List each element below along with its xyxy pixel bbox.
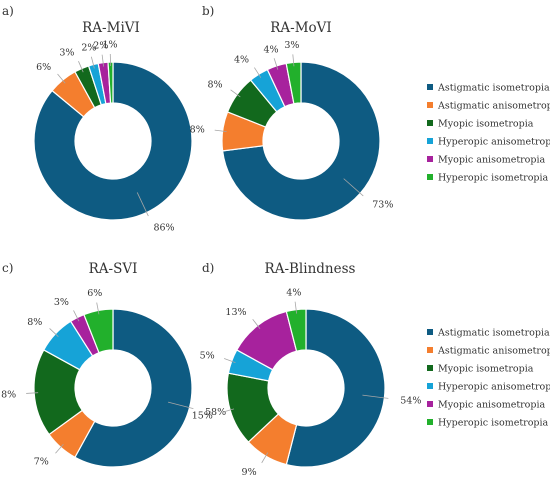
leader-line xyxy=(292,54,295,67)
legend-swatch-hyperopic-anisometropia xyxy=(427,138,433,144)
data-label-myopic-anisometropia: 2% xyxy=(93,40,108,51)
data-label-hyperopic-anisometropia: 5% xyxy=(200,351,215,362)
leader-line xyxy=(167,401,194,410)
legend-bottom: Astigmatic isometropia Astigmatic anisome… xyxy=(427,328,550,429)
panel-letter-c: c) xyxy=(2,261,13,275)
legend-swatch-myopic-isometropia xyxy=(427,120,433,126)
panel-letter-a: a) xyxy=(2,4,14,18)
leader-line xyxy=(224,358,236,363)
donut-segment-hyperopic-isometropia xyxy=(285,308,307,352)
data-label-myopic-isometropia: 15% xyxy=(192,411,213,422)
data-label-hyperopic-isometropia: 1% xyxy=(102,40,117,51)
legend-swatch-astigmatic-isometropia xyxy=(427,329,433,335)
legend-label-myopic-isometropia: Myopic isometropia xyxy=(438,119,534,130)
leader-line xyxy=(343,178,364,197)
leader-line xyxy=(261,452,269,464)
leader-line xyxy=(26,392,39,394)
panel-title-d: RA-Blindness xyxy=(265,261,356,277)
legend-label-astigmatic-isometropia: Astigmatic isometropia xyxy=(437,328,550,339)
legend-label-myopic-anisometropia: Myopic anisometropia xyxy=(438,155,546,166)
data-label-astigmatic-anisometropia: 6% xyxy=(36,62,51,73)
panel-b: b) RA-MoVI 73% 8% 8% 4% 4% 3% xyxy=(190,4,393,221)
panel-letter-b: b) xyxy=(202,4,214,18)
panel-title-c: RA-SVI xyxy=(89,261,138,277)
panel-letter-d: d) xyxy=(202,261,214,275)
donut-segment-astigmatic-isometropia xyxy=(285,308,386,468)
data-label-myopic-anisometropia: 3% xyxy=(54,297,69,308)
legend-label-myopic-anisometropia: Myopic anisometropia xyxy=(438,400,546,411)
data-label-hyperopic-anisometropia: 4% xyxy=(234,55,249,66)
data-label-astigmatic-anisometropia: 8% xyxy=(190,124,205,135)
legend-swatch-hyperopic-isometropia xyxy=(427,174,433,180)
leader-line xyxy=(57,73,66,84)
panel-a: a) RA-MiVI 86%6%3% 2%2%1% xyxy=(2,4,193,233)
donut-d: 54% 9% 15% 5% 13% 4% xyxy=(192,287,422,478)
data-label-astigmatic-isometropia: 58% xyxy=(205,407,226,418)
donut-c: 58% 7% 18% 8% 3% 6% xyxy=(0,288,226,468)
data-label-astigmatic-anisometropia: 9% xyxy=(242,467,257,478)
data-label-hyperopic-isometropia: 4% xyxy=(286,287,301,298)
legend-label-hyperopic-anisometropia: Hyperopic anisometropia xyxy=(438,137,550,148)
donut-segment-astigmatic-isometropia xyxy=(221,61,381,221)
leader-line xyxy=(90,56,95,69)
legend-swatch-astigmatic-anisometropia xyxy=(427,102,433,108)
leader-line xyxy=(252,319,261,329)
leader-line xyxy=(96,302,100,315)
panel-title-b: RA-MoVI xyxy=(270,20,332,36)
donut-segment-hyperopic-isometropia xyxy=(285,61,302,105)
legend-swatch-myopic-anisometropia xyxy=(427,401,433,407)
leader-line xyxy=(101,54,104,67)
donut-segment-astigmatic-isometropia xyxy=(33,61,193,221)
donut-b: 73% 8% 8% 4% 4% 3% xyxy=(190,40,393,221)
legend-swatch-myopic-isometropia xyxy=(427,365,433,371)
data-label-astigmatic-isometropia: 86% xyxy=(153,222,174,233)
leader-line xyxy=(222,408,235,413)
legend-swatch-astigmatic-anisometropia xyxy=(427,347,433,353)
legend-swatch-hyperopic-isometropia xyxy=(427,419,433,425)
leader-line xyxy=(273,58,279,70)
legend-label-myopic-isometropia: Myopic isometropia xyxy=(438,364,534,375)
leader-line xyxy=(294,301,297,314)
legend-label-hyperopic-isometropia: Hyperopic isometropia xyxy=(438,418,549,429)
panel-c: c) RA-SVI 58% 7% 18% 8% 3% 6% xyxy=(0,261,226,468)
leader-line xyxy=(78,61,84,73)
panel-title-a: RA-MiVI xyxy=(82,20,140,36)
legend-label-astigmatic-isometropia: Astigmatic isometropia xyxy=(437,83,550,94)
legend-label-hyperopic-anisometropia: Hyperopic anisometropia xyxy=(438,382,550,393)
donut-segment-hyperopic-isometropia xyxy=(83,308,114,354)
data-label-astigmatic-anisometropia: 7% xyxy=(34,456,49,467)
data-label-astigmatic-isometropia: 54% xyxy=(400,395,421,406)
leader-line xyxy=(73,310,80,322)
legend-label-astigmatic-anisometropia: Astigmatic anisometropia xyxy=(437,101,550,112)
leader-line xyxy=(49,328,59,337)
data-label-hyperopic-anisometropia: 2% xyxy=(81,43,96,54)
data-label-myopic-isometropia: 18% xyxy=(0,390,16,401)
data-label-hyperopic-anisometropia: 8% xyxy=(27,317,42,328)
panel-d: d) RA-Blindness 54% 9% 15% 5% 13% 4% xyxy=(192,261,422,478)
legend-swatch-astigmatic-isometropia xyxy=(427,84,433,90)
leader-line xyxy=(230,89,241,98)
data-label-hyperopic-isometropia: 6% xyxy=(87,288,102,299)
leader-line xyxy=(55,443,64,454)
legend-label-hyperopic-isometropia: Hyperopic isometropia xyxy=(438,173,549,184)
legend-label-astigmatic-anisometropia: Astigmatic anisometropia xyxy=(437,346,550,357)
legend-top: Astigmatic isometropia Astigmatic anisome… xyxy=(427,83,550,184)
leader-line xyxy=(136,192,149,217)
donut-a: 86%6%3% 2%2%1% xyxy=(33,40,193,233)
leader-line xyxy=(362,394,389,399)
donut-segment-astigmatic-isometropia xyxy=(74,308,193,468)
legend-swatch-myopic-anisometropia xyxy=(427,156,433,162)
leader-line xyxy=(254,67,262,78)
donut-segment-hyperopic-isometropia xyxy=(107,61,114,104)
data-label-myopic-isometropia: 3% xyxy=(59,47,74,58)
leader-line xyxy=(214,129,227,132)
data-label-myopic-anisometropia: 13% xyxy=(225,307,246,318)
data-label-myopic-isometropia: 8% xyxy=(207,79,222,90)
legend-swatch-hyperopic-anisometropia xyxy=(427,383,433,389)
data-label-hyperopic-isometropia: 3% xyxy=(284,40,299,51)
data-label-astigmatic-isometropia: 73% xyxy=(372,199,393,210)
data-label-myopic-anisometropia: 4% xyxy=(263,44,278,55)
